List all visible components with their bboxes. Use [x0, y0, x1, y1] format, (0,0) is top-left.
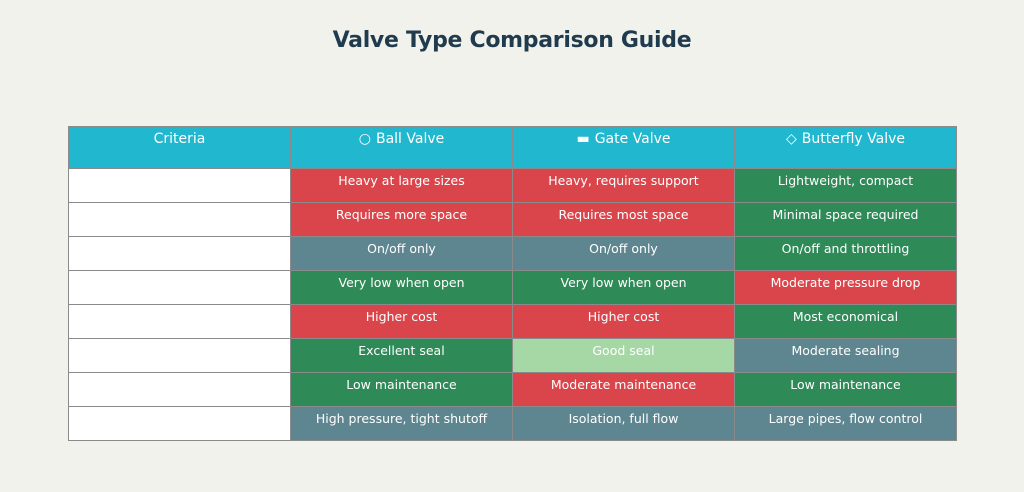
gate-valve-cell: Very low when open	[512, 270, 735, 305]
column-header-criteria: Criteria	[68, 126, 291, 169]
criteria-cell	[68, 372, 291, 407]
criteria-cell	[68, 406, 291, 441]
column-header-label: Butterfly Valve	[801, 131, 906, 147]
butterfly-valve-cell: Moderate pressure drop	[734, 270, 957, 305]
ball-valve-cell: Higher cost	[290, 304, 513, 339]
criteria-cell	[68, 270, 291, 305]
butterfly-valve-cell: Large pipes, flow control	[734, 406, 957, 441]
gate-valve-cell: Higher cost	[512, 304, 735, 339]
butterfly-valve-cell: Minimal space required	[734, 202, 957, 237]
criteria-cell	[68, 168, 291, 203]
table-row: Higher cost Higher cost Most economical	[68, 304, 957, 339]
butterfly-valve-cell: On/off and throttling	[734, 236, 957, 271]
column-header-label: Ball Valve	[375, 131, 445, 147]
diamond-icon: ◇	[785, 131, 797, 147]
criteria-cell	[68, 236, 291, 271]
criteria-cell	[68, 304, 291, 339]
bar-icon: ▬	[576, 131, 590, 147]
column-header-gate-valve: ▬ Gate Valve	[512, 126, 735, 169]
comparison-table: Criteria ○ Ball Valve ▬ Gate Valve ◇ Butter…	[68, 126, 957, 441]
table-row: On/off only On/off only On/off and throttl…	[68, 236, 957, 271]
ball-valve-cell: On/off only	[290, 236, 513, 271]
column-header-ball-valve: ○ Ball Valve	[290, 126, 513, 169]
header-row: Criteria ○ Ball Valve ▬ Gate Valve ◇ Butter…	[68, 126, 957, 169]
table-body: Heavy at large sizes Heavy, requires supp…	[68, 168, 957, 441]
gate-valve-cell: Good seal	[512, 338, 735, 373]
gate-valve-cell: Requires most space	[512, 202, 735, 237]
butterfly-valve-cell: Moderate sealing	[734, 338, 957, 373]
column-header-label: Gate Valve	[594, 131, 671, 147]
butterfly-valve-cell: Most economical	[734, 304, 957, 339]
column-header-butterfly-valve: ◇ Butterfly Valve	[734, 126, 957, 169]
table-row: Requires more space Requires most space Mi…	[68, 202, 957, 237]
gate-valve-cell: Isolation, full flow	[512, 406, 735, 441]
gate-valve-cell: On/off only	[512, 236, 735, 271]
circle-icon: ○	[358, 131, 371, 147]
criteria-cell	[68, 202, 291, 237]
table-row: Heavy at large sizes Heavy, requires supp…	[68, 168, 957, 203]
table-row: Low maintenance Moderate maintenance Low m…	[68, 372, 957, 407]
ball-valve-cell: Heavy at large sizes	[290, 168, 513, 203]
ball-valve-cell: Low maintenance	[290, 372, 513, 407]
gate-valve-cell: Moderate maintenance	[512, 372, 735, 407]
table-row: Excellent seal Good seal Moderate sealing	[68, 338, 957, 373]
gate-valve-cell: Heavy, requires support	[512, 168, 735, 203]
table-row: High pressure, tight shutoff Isolation, f…	[68, 406, 957, 441]
butterfly-valve-cell: Lightweight, compact	[734, 168, 957, 203]
ball-valve-cell: Very low when open	[290, 270, 513, 305]
chart-title: Valve Type Comparison Guide	[332, 28, 692, 53]
butterfly-valve-cell: Low maintenance	[734, 372, 957, 407]
column-header-label: Criteria	[153, 131, 206, 147]
table-row: Very low when open Very low when open Mode…	[68, 270, 957, 305]
ball-valve-cell: High pressure, tight shutoff	[290, 406, 513, 441]
ball-valve-cell: Excellent seal	[290, 338, 513, 373]
ball-valve-cell: Requires more space	[290, 202, 513, 237]
criteria-cell	[68, 338, 291, 373]
